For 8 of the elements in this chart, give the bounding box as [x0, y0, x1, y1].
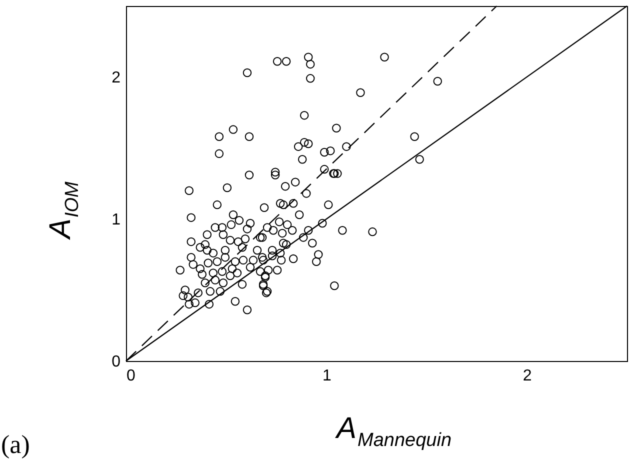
- y-tick-label: 1: [112, 212, 121, 228]
- text: (a): [1, 430, 30, 459]
- x-tick-label: 2: [522, 368, 532, 384]
- x-tick-label: 0: [126, 368, 136, 384]
- y-axis-title: AIOM: [44, 181, 83, 240]
- y-tick-label: 0: [112, 354, 121, 370]
- y-tick-label: 2: [112, 70, 121, 86]
- x-tick-label: 1: [322, 368, 332, 384]
